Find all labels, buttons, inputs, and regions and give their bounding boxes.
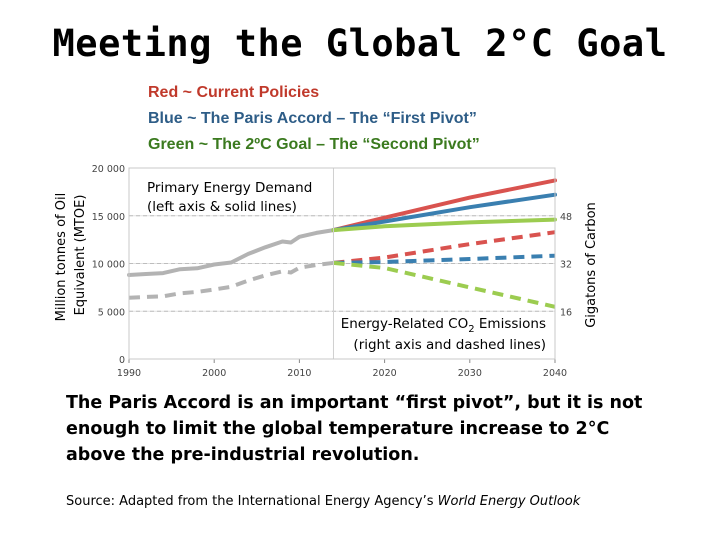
x-tick-4: 2030	[458, 368, 482, 379]
emissions-annotation-pre: Energy-Related CO	[341, 316, 469, 332]
scenario-legend: Red ~ Current Policies Blue ~ The Paris …	[148, 80, 480, 158]
right-tick-0: 16	[560, 307, 572, 318]
right-axis-label: Gigatons of Carbon	[580, 180, 602, 350]
series-line-3	[331, 192, 557, 233]
source-note: Source: Adapted from the International E…	[66, 494, 580, 509]
page-title: Meeting the Global 2°C Goal	[52, 22, 668, 65]
chart-tick-labels: 0 5 000 10 000 15 000 20 000 16 32 48 1990 2000 20…	[92, 164, 572, 379]
emissions-annotation-line1: Energy-Related CO2 Emissions	[341, 316, 546, 335]
caption: The Paris Accord is an important “first …	[66, 393, 643, 465]
chart-axes	[128, 168, 556, 363]
series-line-0	[127, 228, 336, 277]
left-tick-1: 5 000	[98, 307, 125, 318]
left-axis-label-text: Million tonnes of Oil Equivalent (MTOE)	[54, 189, 88, 322]
series-line-7	[333, 260, 556, 309]
series-line-4	[331, 217, 557, 233]
x-tick-5: 2040	[543, 368, 567, 379]
demand-annotation-line1: Primary Energy Demand	[147, 180, 312, 196]
left-axis-label-line2: Equivalent (MTOE)	[73, 195, 88, 316]
left-tick-3: 15 000	[92, 212, 125, 223]
series-line-6	[333, 253, 556, 265]
x-tick-3: 2020	[373, 368, 397, 379]
emissions-annotation-sub: 2	[468, 324, 474, 335]
legend-paris-accord: Blue ~ The Paris Accord – The “First Piv…	[148, 110, 477, 127]
series-line-1	[128, 260, 334, 300]
left-axis-label: Million tonnes of Oil Equivalent (MTOE)	[49, 170, 101, 340]
right-tick-1: 32	[560, 260, 572, 271]
chart-series	[127, 178, 557, 309]
source-work: World Energy Outlook	[437, 494, 581, 509]
x-tick-2: 2010	[287, 368, 311, 379]
right-tick-2: 48	[560, 212, 572, 223]
left-tick-4: 20 000	[92, 164, 125, 175]
source-prefix: Source: Adapted from the International E…	[66, 494, 438, 509]
left-axis-label-line1: Million tonnes of Oil	[54, 193, 69, 322]
x-tick-1: 2000	[202, 368, 226, 379]
legend-current-policies: Red ~ Current Policies	[148, 84, 320, 101]
right-axis-label-text: Gigatons of Carbon	[584, 202, 599, 328]
demand-annotation-line2: (left axis & solid lines)	[147, 199, 297, 215]
plot-border	[128, 167, 556, 360]
left-tick-2: 10 000	[92, 260, 125, 271]
emissions-annotation-line2: (right axis and dashed lines)	[353, 337, 546, 353]
legend-2c-goal: Green ~ The 2ºC Goal – The “Second Pivot…	[148, 136, 480, 153]
emissions-annotation-post: Emissions	[475, 316, 546, 332]
x-tick-0: 1990	[117, 368, 141, 379]
series-line-5	[333, 230, 556, 265]
left-tick-0: 0	[119, 355, 125, 366]
